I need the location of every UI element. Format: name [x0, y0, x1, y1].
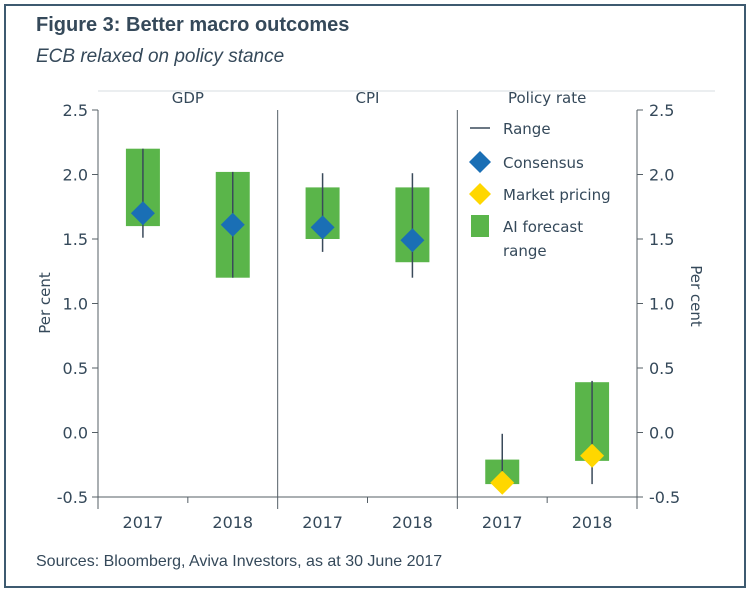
consensus-marker — [310, 215, 335, 240]
y-tick-label-left: 1.5 — [63, 230, 88, 249]
x-tick-label: 2018 — [212, 513, 253, 532]
legend-label: AI forecast — [503, 218, 583, 236]
consensus-marker — [400, 228, 425, 253]
y-tick-label-right: 0.5 — [649, 359, 674, 378]
market-pricing-marker — [580, 443, 605, 468]
consensus-marker — [130, 201, 155, 226]
x-tick-label: 2017 — [302, 513, 343, 532]
y-tick-label-right: 2.5 — [649, 101, 674, 120]
y-tick-label-left: -0.5 — [57, 488, 88, 507]
y-tick-label-left: 2.5 — [63, 101, 88, 120]
figure-title: Figure 3: Better macro outcomes — [36, 14, 350, 36]
y-tick-label-left: 0.0 — [63, 424, 88, 443]
panel-label: Policy rate — [508, 89, 586, 107]
legend-market-pricing-icon — [469, 183, 491, 205]
chart-legend: Range Consensus Market pricing AI forecast r… — [469, 120, 611, 260]
consensus-marker — [220, 212, 245, 237]
panel-label: GDP — [172, 89, 204, 107]
market-pricing-marker — [490, 470, 515, 495]
y-tick-label-right: 1.0 — [649, 295, 674, 314]
x-tick-label: 2017 — [123, 513, 164, 532]
chart-axes — [97, 90, 715, 509]
source-note: Sources: Bloomberg, Aviva Investors, as … — [36, 553, 443, 570]
legend-label: range — [503, 242, 547, 260]
legend-label: Consensus — [503, 154, 584, 172]
legend-forecast-icon — [471, 215, 489, 237]
y-tick-label-left: 0.5 — [63, 359, 88, 378]
y-tick-label-right: 2.0 — [649, 166, 674, 185]
figure-frame — [4, 4, 746, 588]
y-ticks: 2.5 2.5 2.0 2.0 1.5 1.5 1.0 1.0 0.5 0.5 0.0 0.0 -0.5… — [57, 101, 680, 507]
panel-label: CPI — [356, 89, 380, 107]
chart-marks — [125, 148, 610, 495]
legend-label: Market pricing — [503, 186, 611, 204]
y-tick-label-right: 0.0 — [649, 424, 674, 443]
y-tick-label-right: 1.5 — [649, 230, 674, 249]
x-tick-label: 2017 — [482, 513, 523, 532]
x-tick-label: 2018 — [572, 513, 613, 532]
figure-subtitle: ECB relaxed on policy stance — [36, 46, 285, 67]
legend-consensus-icon — [469, 151, 491, 173]
y-axis-label-left: Per cent — [36, 272, 54, 334]
legend-label: Range — [503, 120, 551, 138]
y-tick-label-right: -0.5 — [649, 488, 680, 507]
y-tick-label-left: 1.0 — [63, 295, 88, 314]
y-axis-label-right: Per cent — [687, 265, 705, 327]
x-labels: 2017 2018 2017 2018 2017 2018 — [123, 513, 613, 532]
panel-labels: GDP CPI Policy rate — [172, 89, 587, 107]
y-tick-label-left: 2.0 — [63, 166, 88, 185]
x-tick-label: 2018 — [392, 513, 433, 532]
